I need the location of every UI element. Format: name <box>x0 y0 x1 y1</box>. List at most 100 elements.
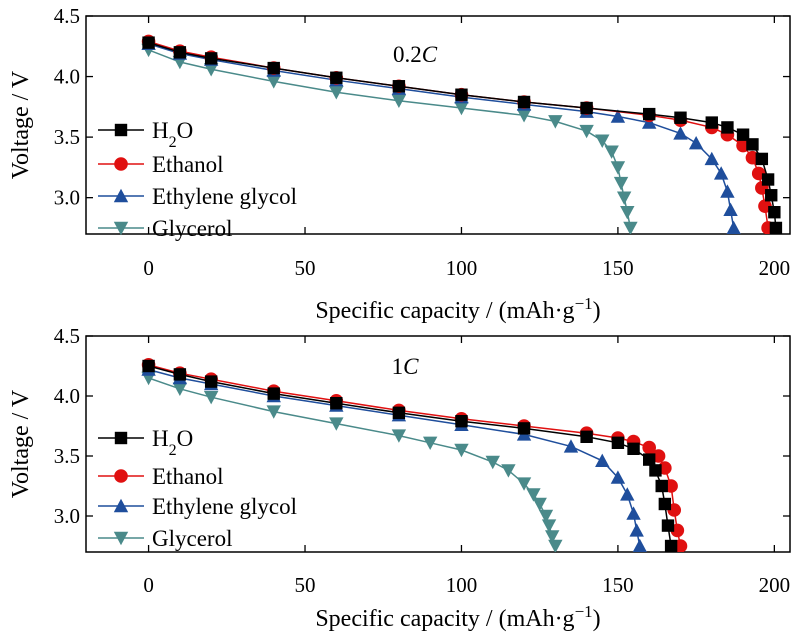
data-point <box>688 135 704 150</box>
data-point <box>721 121 734 134</box>
legend-marker <box>114 431 128 445</box>
data-point <box>142 359 155 373</box>
data-point <box>658 497 672 511</box>
legend: H2O Ethanol Ethylene glycol Glycerol <box>98 426 297 551</box>
data-point <box>391 94 407 108</box>
data-point <box>629 523 644 537</box>
y-tick-label: 4.5 <box>54 4 80 28</box>
y-axis-label: Voltage / V <box>8 70 34 179</box>
x-tick-label: 200 <box>759 573 791 597</box>
legend-marker <box>113 498 129 513</box>
series-h-o <box>142 36 783 234</box>
data-point <box>485 455 500 470</box>
y-tick-label: 3.0 <box>54 186 80 210</box>
x-tick-label: 50 <box>295 256 316 280</box>
series-ethanol <box>141 358 688 552</box>
data-point <box>674 111 687 124</box>
data-point <box>611 436 625 449</box>
data-point <box>620 487 635 501</box>
x-tick-label: 100 <box>446 573 478 597</box>
y-tick-label: 3.5 <box>54 444 80 468</box>
data-point <box>713 166 729 180</box>
legend-label: H2O <box>152 426 193 459</box>
data-point <box>768 206 781 219</box>
data-point <box>604 145 619 159</box>
data-point <box>267 387 280 400</box>
data-point <box>626 506 641 520</box>
data-point <box>765 189 778 202</box>
data-point <box>204 52 218 65</box>
data-point <box>643 107 656 121</box>
series-h-o <box>142 359 678 552</box>
legend-marker <box>114 469 128 483</box>
data-point <box>548 115 563 129</box>
data-point <box>661 519 675 532</box>
legend-label: Glycerol <box>152 526 232 551</box>
data-point <box>705 116 718 129</box>
x-axis-label: Specific capacity / (mAh·g−1) <box>315 602 600 633</box>
y-axis-label: Voltage / V <box>8 389 34 498</box>
data-point <box>595 453 610 467</box>
series-ethylene-glycol <box>141 362 647 552</box>
data-point <box>755 152 769 166</box>
legend-marker <box>113 531 129 546</box>
legend-label: Ethanol <box>152 152 224 177</box>
data-point <box>266 75 281 89</box>
data-point <box>526 488 541 502</box>
data-point <box>172 382 188 396</box>
data-point <box>616 191 632 205</box>
legend-marker <box>114 123 128 137</box>
legend-marker <box>113 221 129 236</box>
x-tick-label: 150 <box>602 573 634 597</box>
rate-annotation: 1C <box>392 354 420 379</box>
data-point <box>455 415 468 428</box>
data-point <box>769 221 783 234</box>
data-point <box>613 176 629 191</box>
data-point <box>580 101 593 115</box>
data-point <box>642 440 656 455</box>
data-point <box>610 109 626 123</box>
data-point <box>422 436 438 450</box>
data-point <box>545 530 560 544</box>
legend-label: Ethylene glycol <box>152 184 297 209</box>
data-point <box>595 134 610 148</box>
data-point <box>579 124 594 139</box>
data-point <box>142 36 155 49</box>
data-point <box>655 479 668 493</box>
data-point <box>563 439 579 453</box>
rate-annotation: 0.2C <box>393 42 438 67</box>
y-tick-label: 3.5 <box>54 125 80 149</box>
x-axis-label: Specific capacity / (mAh·g−1) <box>315 294 600 325</box>
x-tick-label: 50 <box>295 573 316 597</box>
data-point <box>501 464 516 478</box>
data-point <box>632 538 647 552</box>
data-point <box>726 220 741 234</box>
data-point <box>538 509 554 524</box>
data-point <box>623 221 638 234</box>
legend-label: Ethanol <box>152 464 224 489</box>
data-point <box>330 71 343 84</box>
data-point <box>454 443 469 458</box>
data-point <box>664 539 678 552</box>
y-tick-label: 4.0 <box>54 65 80 89</box>
data-point <box>736 128 750 141</box>
legend-marker <box>114 157 128 171</box>
x-tick-label: 100 <box>446 256 478 280</box>
data-point <box>173 368 187 381</box>
legend-label: Ethylene glycol <box>152 494 297 519</box>
x-tick-label: 200 <box>759 256 791 280</box>
data-point <box>329 417 344 431</box>
x-tick-label: 0 <box>143 256 154 280</box>
data-point <box>455 88 468 101</box>
data-point <box>627 442 640 455</box>
x-tick-label: 150 <box>602 256 634 280</box>
data-point <box>203 63 219 77</box>
data-point <box>329 86 344 100</box>
data-point <box>267 61 280 75</box>
y-tick-label: 3.0 <box>54 504 80 528</box>
data-point <box>761 173 775 186</box>
series-line <box>148 368 641 547</box>
legend-label: Glycerol <box>152 216 232 241</box>
data-point <box>392 80 406 93</box>
